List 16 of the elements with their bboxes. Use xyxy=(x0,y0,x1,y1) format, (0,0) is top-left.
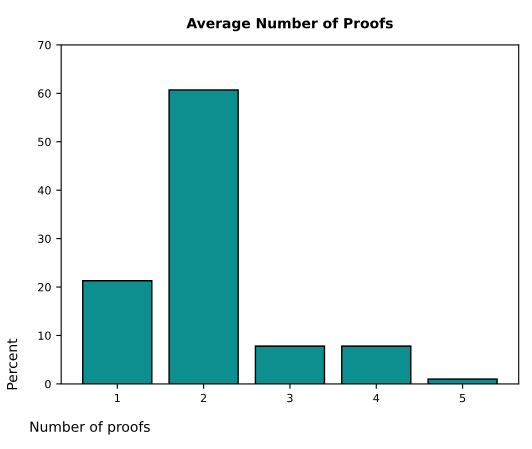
y-tick-label: 10 xyxy=(38,331,51,340)
y-tick-label: 60 xyxy=(38,89,51,98)
x-tick-label: 1 xyxy=(114,394,120,402)
y-tick-label: 50 xyxy=(38,138,51,146)
x-tick-label: 3 xyxy=(287,394,293,402)
chart-title: Average Number of Proofs xyxy=(186,18,393,32)
x-tick-label: 2 xyxy=(200,394,206,402)
y-tick-label: 20 xyxy=(38,283,51,292)
y-tick-label: 30 xyxy=(38,234,51,243)
x-axis-title: Number of proofs xyxy=(30,421,150,435)
y-tick-label: 70 xyxy=(38,40,51,50)
x-tick-label: 4 xyxy=(373,394,380,402)
y-axis-title: Percent xyxy=(6,338,18,390)
y-tick-label: 0 xyxy=(45,380,51,388)
x-tick-label: 5 xyxy=(460,394,466,402)
y-tick-label: 40 xyxy=(38,186,51,195)
